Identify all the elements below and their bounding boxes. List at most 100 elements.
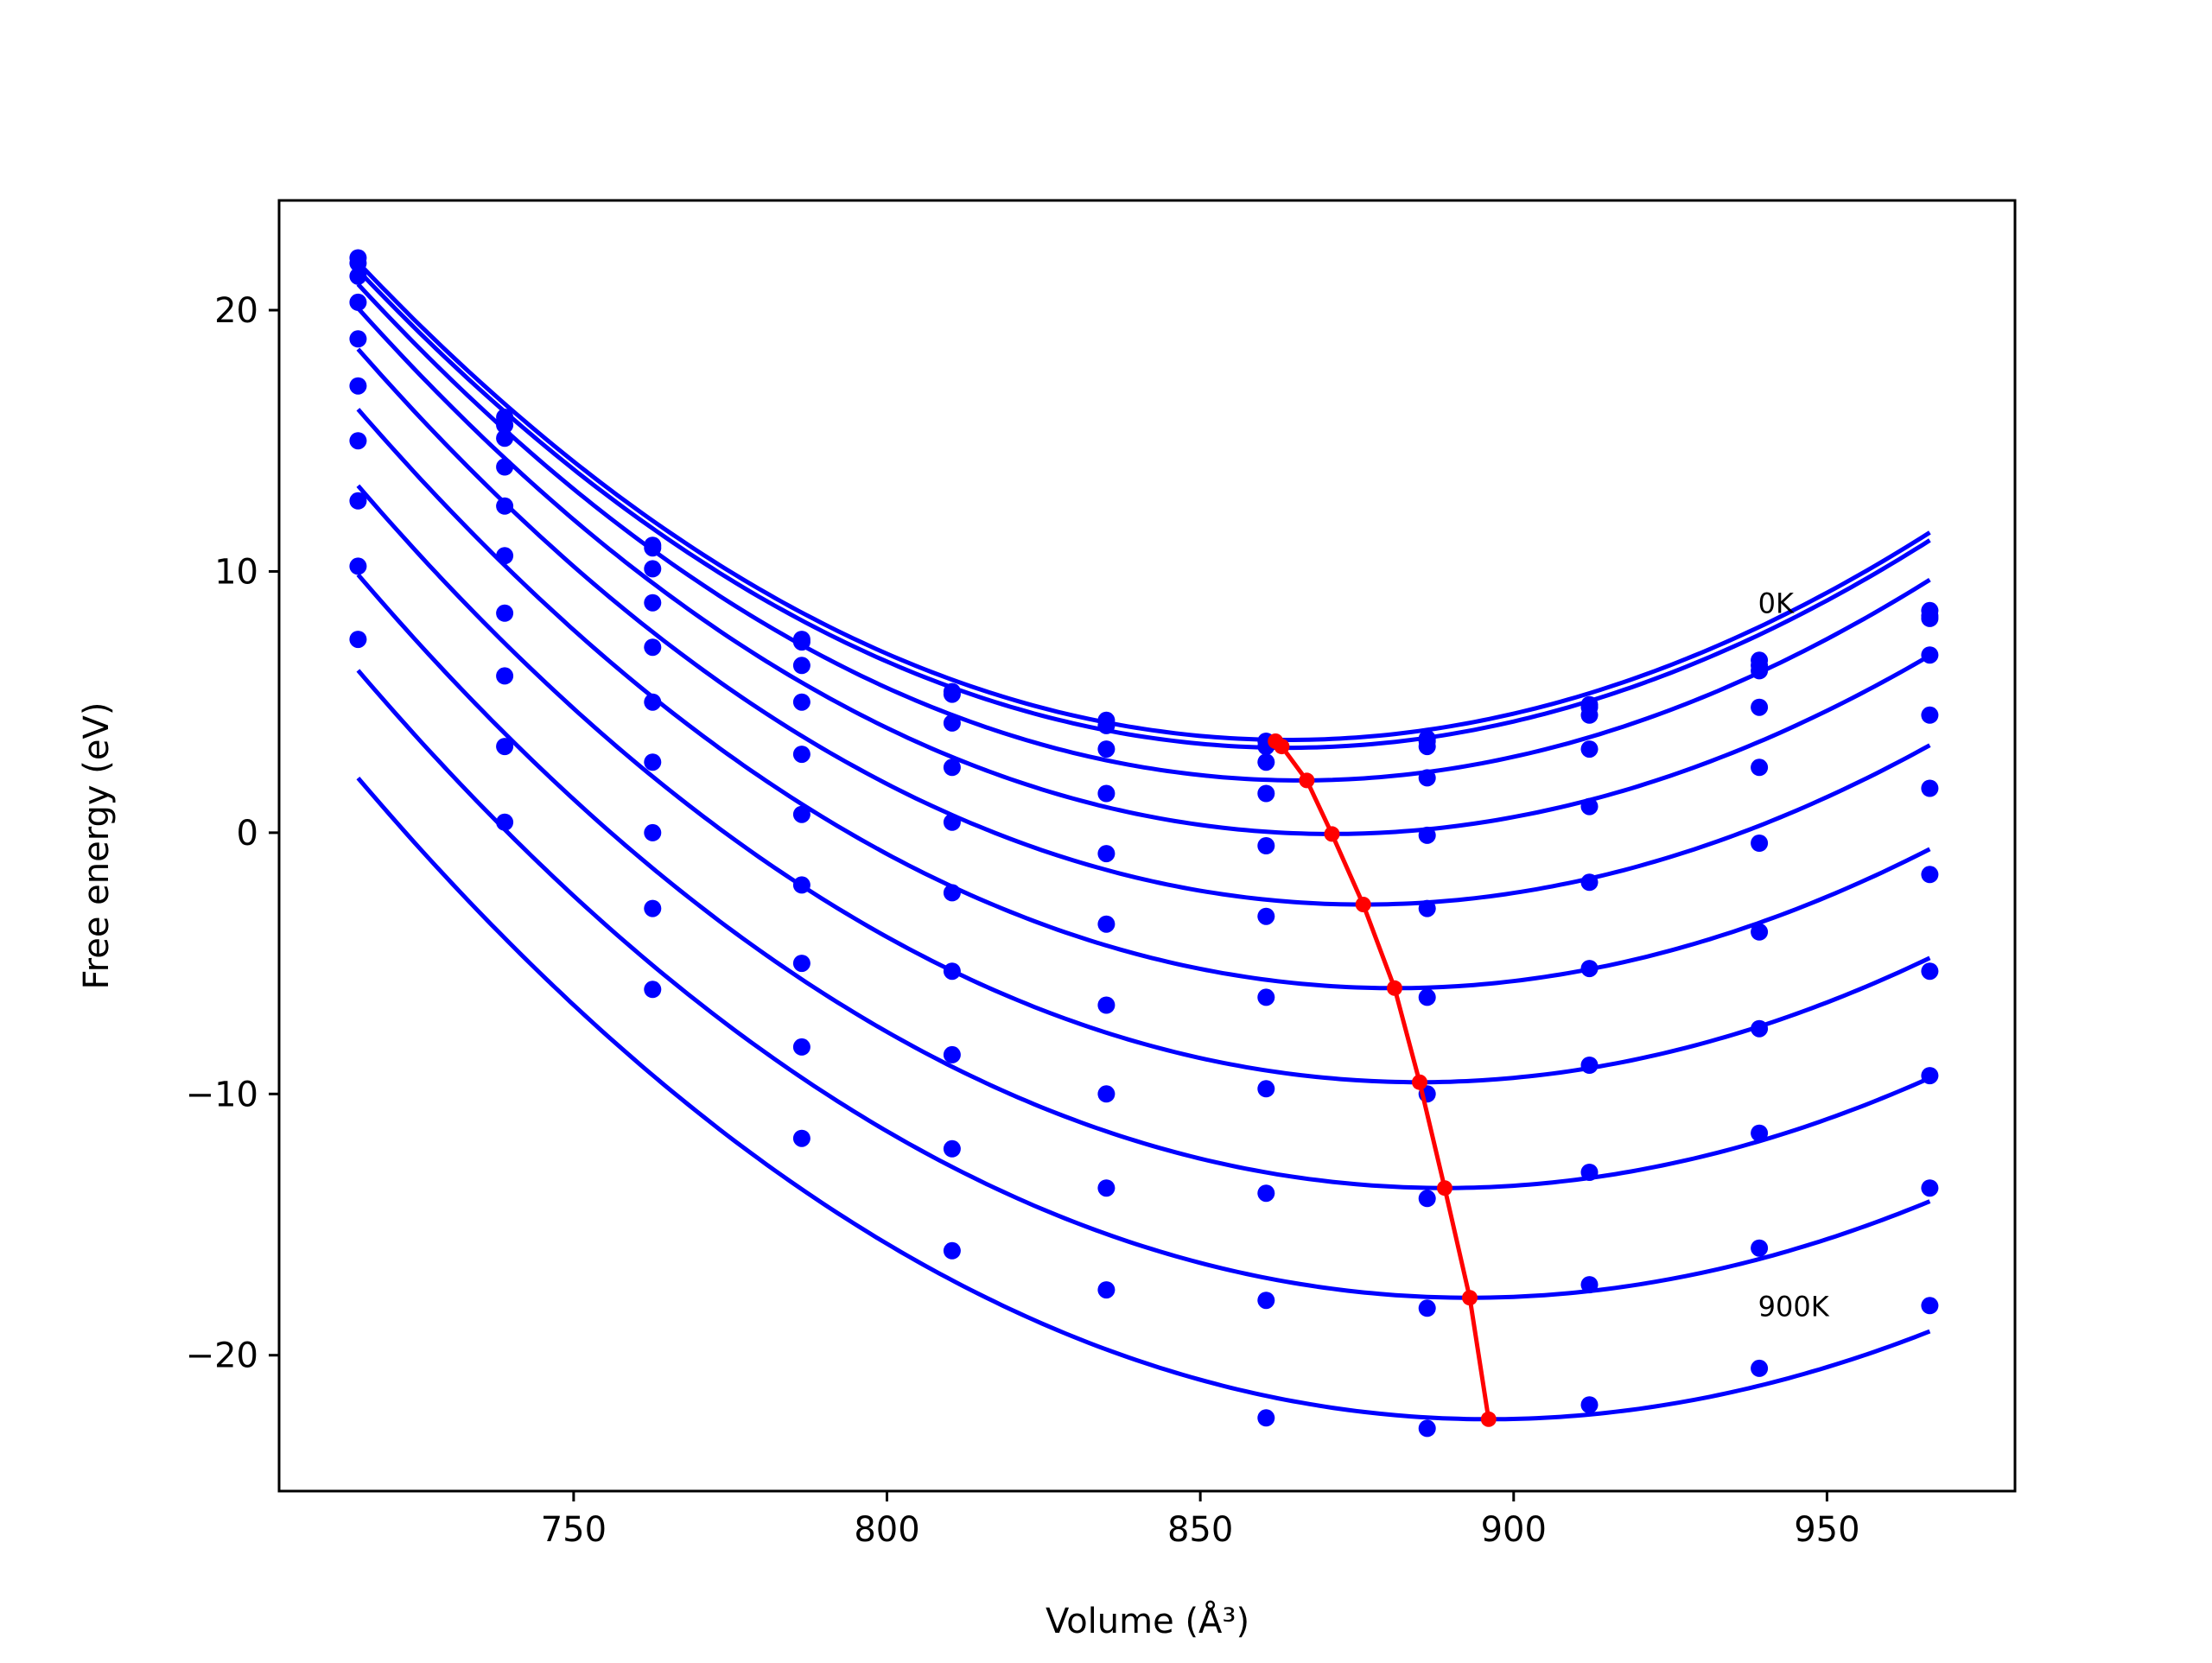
data-point-s4-4	[943, 813, 961, 831]
x-tick-label-950: 950	[1794, 1510, 1859, 1550]
data-point-s9-9	[1751, 1239, 1769, 1257]
data-point-s8-4	[943, 1139, 961, 1158]
data-point-s7-9	[1751, 1019, 1769, 1038]
data-point-s3-4	[943, 759, 961, 777]
fit-curve-2	[356, 282, 1931, 783]
data-point-s8-0	[349, 557, 367, 575]
minimum-point-3	[1324, 826, 1340, 842]
data-point-s8-6	[1257, 1184, 1275, 1203]
data-point-s6-9	[1751, 923, 1769, 941]
data-point-s9-7	[1418, 1299, 1436, 1317]
data-point-s2-4	[943, 714, 961, 732]
data-point-s1-5	[1097, 716, 1116, 734]
data-point-s1-2	[644, 539, 662, 557]
data-point-s4-9	[1751, 759, 1769, 777]
data-point-s5-10	[1921, 779, 1939, 797]
minimum-point-1	[1274, 739, 1290, 755]
data-point-s10-8	[1580, 1396, 1599, 1414]
data-point-s3-5	[1097, 784, 1116, 803]
data-point-s3-2	[644, 593, 662, 612]
data-point-s2-9	[1751, 662, 1769, 680]
fit-curve-6	[356, 484, 1931, 1085]
data-point-s2-6	[1257, 753, 1275, 771]
x-tick-label-750: 750	[541, 1510, 607, 1550]
data-point-s3-8	[1580, 740, 1599, 759]
minimum-point-5	[1387, 980, 1402, 996]
data-point-s7-6	[1257, 1080, 1275, 1098]
data-point-s9-3	[792, 1129, 810, 1147]
data-point-s1-3	[792, 633, 810, 651]
data-point-s9-6	[1257, 1292, 1275, 1310]
data-point-s4-1	[496, 497, 514, 515]
data-point-s5-0	[349, 377, 367, 395]
data-point-s9-1	[496, 813, 514, 831]
data-point-s5-9	[1751, 835, 1769, 852]
fit-curve-7	[356, 573, 1931, 1190]
fit-curve-5	[356, 408, 1931, 991]
minimum-point-4	[1355, 897, 1371, 912]
data-point-s8-5	[1097, 1179, 1116, 1197]
data-point-s5-7	[1418, 899, 1436, 917]
y-tick-label--10: −10	[186, 1075, 258, 1114]
data-point-s3-1	[496, 458, 514, 476]
data-point-s2-10	[1921, 609, 1939, 627]
y-tick-label-0: 0	[237, 814, 258, 854]
minimum-point-6	[1412, 1074, 1427, 1090]
data-point-s8-1	[496, 738, 514, 756]
data-point-s6-2	[644, 753, 662, 771]
data-point-s4-6	[1257, 837, 1275, 854]
data-point-s9-10	[1921, 1179, 1939, 1197]
minimum-point-7	[1437, 1180, 1452, 1196]
fit-curve-9	[356, 776, 1931, 1422]
data-point-s5-2	[644, 693, 662, 711]
data-point-s7-4	[943, 1045, 961, 1063]
data-point-s6-1	[496, 604, 514, 622]
data-point-s5-1	[496, 547, 514, 565]
data-point-s2-5	[1097, 740, 1116, 759]
data-point-s7-5	[1097, 1085, 1116, 1103]
data-point-s4-5	[1097, 845, 1116, 863]
data-point-s3-9	[1751, 698, 1769, 716]
data-point-s6-0	[349, 432, 367, 450]
minimum-point-2	[1299, 772, 1315, 789]
fit-curve-3	[356, 307, 1931, 836]
data-point-s1-0	[349, 254, 367, 272]
minimum-point-9	[1480, 1411, 1497, 1427]
data-point-s8-9	[1751, 1124, 1769, 1142]
data-point-s7-8	[1580, 1057, 1599, 1074]
y-tick-label-20: 20	[214, 291, 258, 331]
data-point-s4-3	[792, 746, 810, 764]
y-axis-label: Free energy (eV)	[77, 702, 117, 990]
data-point-s5-6	[1257, 907, 1275, 925]
minimum-point-8	[1462, 1290, 1478, 1306]
y-tick-label--20: −20	[186, 1336, 258, 1376]
data-point-s4-10	[1921, 706, 1939, 724]
data-point-s8-3	[792, 1038, 810, 1056]
data-point-s6-8	[1580, 960, 1599, 978]
data-point-s8-7	[1418, 1190, 1436, 1208]
data-point-s2-8	[1580, 706, 1599, 724]
data-point-s2-1	[496, 429, 514, 447]
y-tick-label-10: 10	[214, 552, 258, 592]
data-point-s4-7	[1418, 826, 1436, 844]
data-point-s6-7	[1418, 988, 1436, 1006]
data-point-s3-6	[1257, 784, 1275, 803]
data-point-s7-3	[792, 955, 810, 973]
data-point-s4-0	[349, 330, 367, 348]
x-tick-label-900: 900	[1481, 1510, 1547, 1550]
data-point-s6-4	[943, 962, 961, 981]
data-point-s9-4	[943, 1241, 961, 1260]
x-tick-label-850: 850	[1167, 1510, 1233, 1550]
data-point-s7-1	[496, 667, 514, 685]
data-point-s10-7	[1418, 1419, 1436, 1438]
plot-area-frame	[277, 199, 2017, 1493]
data-point-s2-3	[792, 657, 810, 675]
data-point-s7-2	[644, 823, 662, 841]
x-axis-label: Volume (Å³)	[1046, 1600, 1249, 1641]
data-point-s2-0	[349, 267, 367, 285]
data-point-s8-10	[1921, 1067, 1939, 1085]
data-point-s6-6	[1257, 988, 1275, 1006]
data-point-s5-3	[792, 805, 810, 823]
